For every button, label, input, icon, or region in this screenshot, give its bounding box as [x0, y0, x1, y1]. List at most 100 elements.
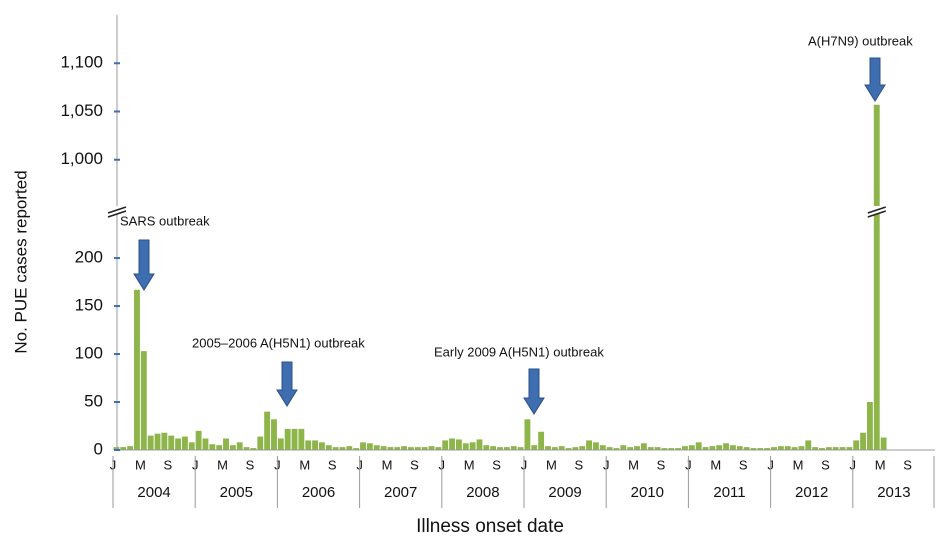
bar [634, 446, 640, 450]
bar [175, 438, 181, 450]
bar [723, 443, 729, 450]
bar [825, 447, 832, 450]
bar [627, 447, 634, 450]
bar [387, 447, 394, 450]
annotation-arrow [133, 239, 155, 291]
annotation: Early 2009 A(H5N1) outbreak [434, 344, 604, 359]
x-tick-label: M [546, 457, 557, 472]
group-label: 2006 [302, 484, 335, 501]
bar [682, 446, 688, 450]
x-tick-label: M [382, 457, 393, 472]
x-tick-label: S [574, 457, 583, 472]
bar [161, 432, 168, 450]
bar [182, 436, 188, 450]
bar [312, 440, 318, 450]
bar [483, 445, 490, 450]
group-label: 2005 [220, 484, 253, 501]
bar [880, 437, 887, 450]
bar [730, 445, 736, 450]
x-tick-label: M [793, 457, 804, 472]
bar [229, 445, 236, 450]
bar [408, 447, 414, 450]
bar [284, 428, 291, 450]
bar [606, 447, 613, 450]
x-tick-label: S [657, 457, 666, 472]
bar [620, 445, 627, 450]
bar [414, 447, 421, 450]
x-tick-label: S [903, 457, 912, 472]
x-tick-label: S [328, 457, 337, 472]
group-label: 2008 [466, 484, 499, 501]
x-tick-label: M [628, 457, 639, 472]
bar [154, 433, 161, 450]
bar [428, 446, 435, 450]
bar [551, 447, 558, 450]
bar [202, 438, 209, 450]
bar [771, 447, 777, 450]
bar [188, 442, 195, 450]
bar [332, 447, 339, 450]
bar [319, 442, 325, 450]
bar [805, 440, 812, 450]
bar [654, 447, 661, 450]
bar [545, 446, 551, 450]
x-tick-label: S [821, 457, 830, 472]
bar [134, 289, 140, 450]
bar [503, 447, 510, 450]
bar [456, 439, 462, 450]
bar [873, 104, 880, 451]
y-tick-label: 1,050 [60, 101, 103, 120]
group-label: 2012 [795, 484, 828, 501]
bar [640, 443, 647, 450]
group-label: 2004 [137, 484, 170, 501]
bar [867, 402, 873, 450]
bar [277, 438, 284, 450]
bar [490, 446, 497, 450]
group-label: 2007 [384, 484, 417, 501]
bar [709, 446, 716, 450]
bar [449, 438, 455, 450]
bar [572, 447, 579, 450]
bar [373, 445, 380, 450]
bar [305, 440, 312, 450]
bar [798, 446, 805, 450]
annotation: SARS outbreak [120, 213, 210, 228]
bar [298, 428, 305, 450]
bar [538, 431, 545, 450]
x-tick-label: M [710, 457, 721, 472]
bar [784, 446, 791, 450]
group-label: 2011 [713, 484, 745, 501]
x-axis-title: Illness onset date [416, 516, 564, 537]
bar [216, 445, 223, 450]
bar [209, 444, 216, 450]
x-tick-label: M [135, 457, 146, 472]
bar [469, 442, 476, 450]
y-tick-label: 200 [75, 248, 103, 267]
annotation-arrow [864, 57, 886, 102]
x-tick-label: S [492, 457, 501, 472]
bar [168, 435, 175, 450]
y-tick-label: 50 [84, 392, 103, 411]
bar [435, 447, 442, 450]
bar [812, 447, 819, 450]
bar [832, 447, 839, 450]
bar [360, 442, 366, 450]
bar [394, 447, 401, 450]
bar [223, 438, 229, 450]
bar [586, 440, 592, 450]
bar [140, 351, 147, 450]
x-tick-label: S [739, 457, 748, 472]
annotation-arrow [523, 368, 545, 415]
bar [860, 432, 866, 450]
bar [257, 436, 264, 450]
x-tick-label: S [163, 457, 172, 472]
bar [517, 447, 524, 450]
axis-break [107, 210, 127, 218]
bar [791, 447, 798, 450]
bar [366, 443, 373, 450]
y-tick-label: 1,000 [60, 149, 103, 168]
bar [846, 447, 853, 450]
bar [777, 446, 784, 450]
bar [380, 446, 387, 450]
